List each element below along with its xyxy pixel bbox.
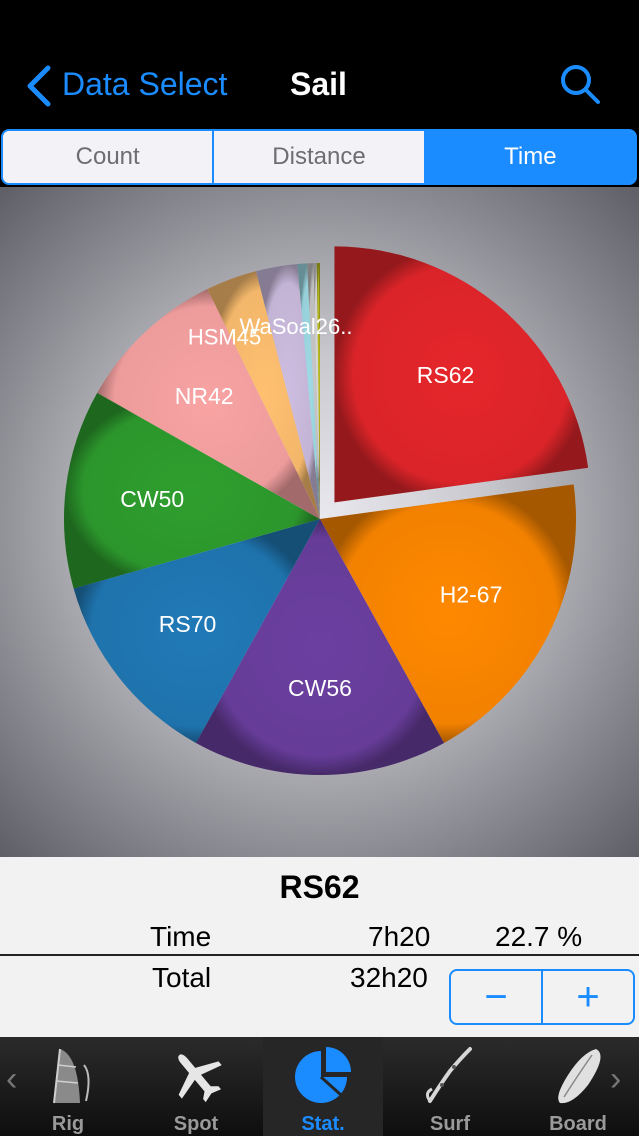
next-slice-button[interactable]: +	[576, 974, 600, 1019]
slice-label-h2-67: H2-67	[440, 582, 503, 608]
slice-label-rs62: RS62	[417, 362, 475, 388]
back-button[interactable]: Data Select	[62, 66, 228, 102]
tab-surf[interactable]: Surf	[390, 1037, 510, 1136]
tab-stat[interactable]: Stat.	[263, 1037, 383, 1136]
tab-board[interactable]: Board	[518, 1037, 638, 1136]
tab-spot[interactable]: Spot	[136, 1037, 256, 1136]
divider	[0, 954, 639, 956]
previous-slice-button[interactable]: −	[451, 971, 543, 1023]
slice-label-nr42: NR42	[175, 383, 234, 409]
page-title: Sail	[290, 66, 347, 102]
total-value: 32h20	[350, 962, 428, 993]
slice-stepper: − +	[449, 969, 635, 1025]
selected-slice-name: RS62	[279, 869, 360, 905]
time-label: Time	[150, 921, 212, 952]
pie-chart[interactable]: RS62 H2-67 CW56 RS70 CW50 NR42 HSM45 WaSoal26.…	[0, 187, 639, 857]
tab-rig[interactable]: Rig	[8, 1037, 128, 1136]
segment-distance[interactable]: Distance	[214, 131, 426, 183]
tab-scroll-left-icon[interactable]: ‹	[6, 1060, 18, 1098]
segment-time[interactable]: Time	[425, 131, 635, 183]
tab-scroll-right-icon[interactable]: ›	[610, 1060, 622, 1098]
tab-stat-label: Stat.	[301, 1113, 345, 1135]
small-slice-labels: WaSoal26..	[240, 314, 353, 339]
pie-chart-area: RS62 H2-67 CW56 RS70 CW50 NR42 HSM45 WaSoal26.…	[0, 187, 639, 857]
time-percent: 22.7 %	[495, 921, 583, 952]
total-label: Total	[152, 962, 212, 993]
tab-rig-label: Rig	[51, 1113, 85, 1135]
sail-icon	[53, 1048, 90, 1104]
slice-label-cw50: CW50	[120, 486, 184, 512]
airplane-icon	[178, 1054, 222, 1103]
chevron-left-icon[interactable]	[22, 64, 62, 108]
slice-label-rs70: RS70	[159, 611, 217, 637]
slice-label-hsm45: HSM45	[188, 325, 261, 350]
tab-surf-label: Surf	[430, 1113, 470, 1135]
segment-count[interactable]: Count	[3, 131, 215, 183]
tab-spot-label: Spot	[173, 1113, 219, 1135]
tab-bar: Rig Spot Stat. Surf Board	[0, 1037, 639, 1136]
tab-board-label: Board	[549, 1113, 607, 1135]
nav-bar: Data Select Sail	[0, 0, 639, 128]
pie-chart-icon	[295, 1047, 351, 1103]
slice-label-cw56: CW56	[288, 675, 352, 701]
metric-segmented-control: Count Distance Time	[1, 129, 637, 185]
search-icon[interactable]	[558, 62, 602, 106]
board-icon	[558, 1049, 601, 1104]
selection-info-panel: RS62 Time 7h20 22.7 % Total 32h20 − +	[0, 857, 639, 1037]
time-value: 7h20	[368, 921, 431, 952]
surfer-icon	[425, 1047, 472, 1103]
